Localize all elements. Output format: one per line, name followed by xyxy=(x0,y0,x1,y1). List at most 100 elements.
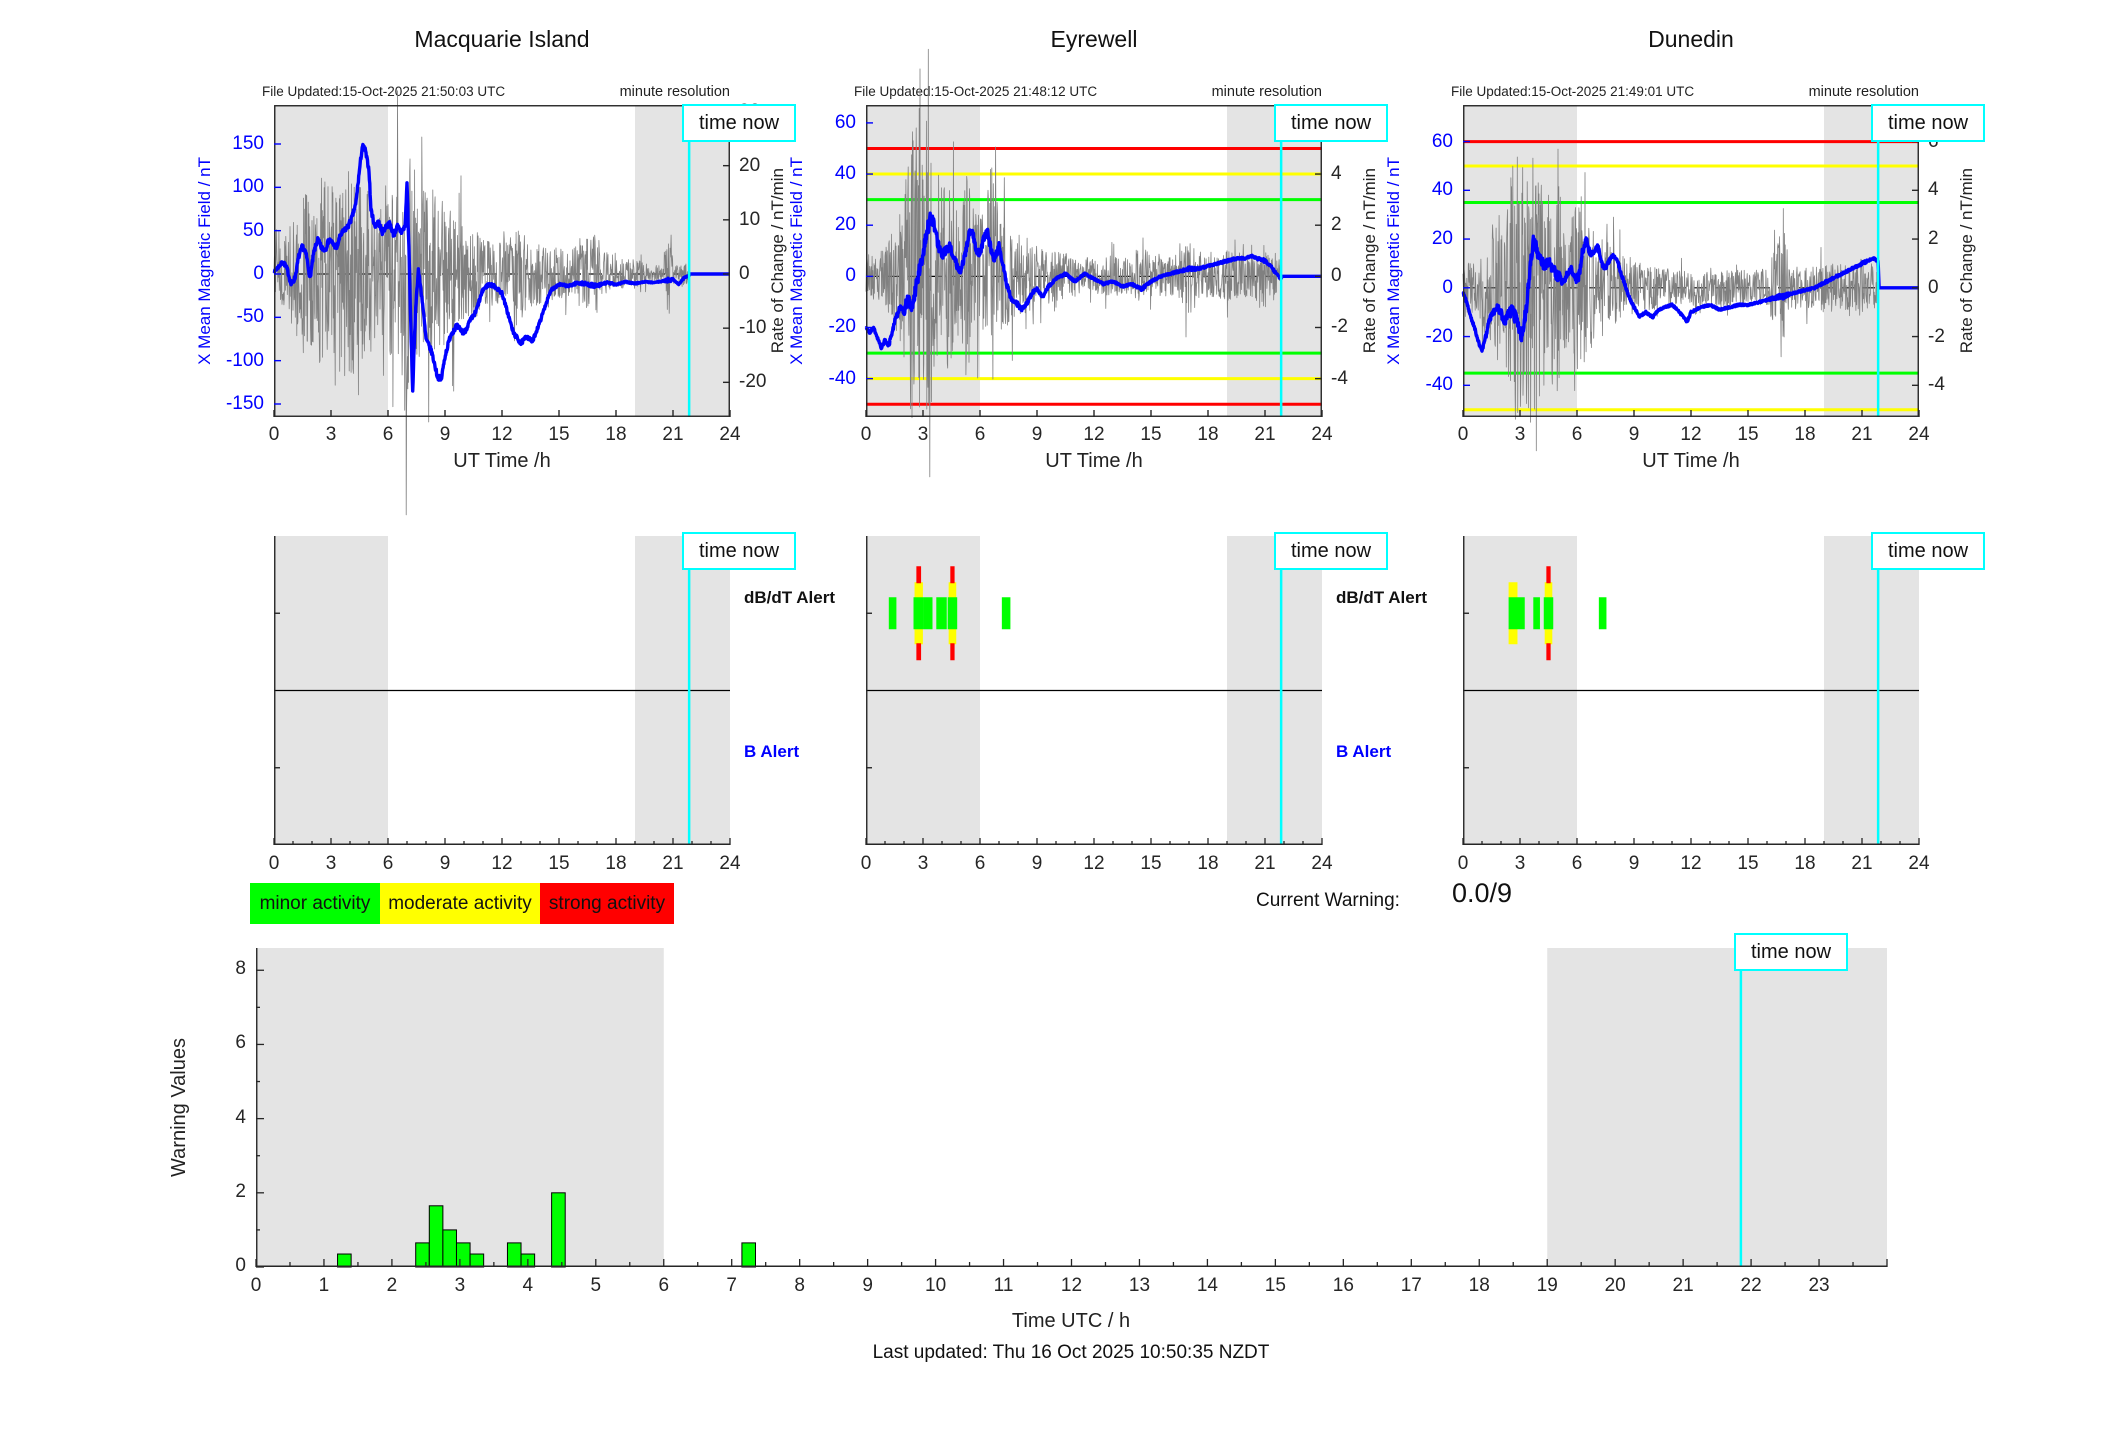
tick-label: 9 xyxy=(439,853,451,874)
time-now-flag: time now xyxy=(1734,933,1848,971)
tick-label: 18 xyxy=(1468,1275,1490,1296)
tick-label: 4 xyxy=(235,1106,246,1128)
tick-label: 15 xyxy=(1737,853,1759,874)
tick-label: 150 xyxy=(232,133,264,154)
tick-label: 0 xyxy=(253,263,264,284)
alert-panel-eyrewell xyxy=(865,536,1323,845)
tick-label: -10 xyxy=(739,317,767,339)
tick-label: 3 xyxy=(917,853,929,874)
tick-label: 24 xyxy=(719,853,741,874)
tick-label: 3 xyxy=(325,424,337,445)
tick-label: 9 xyxy=(439,424,451,445)
tick-label: 24 xyxy=(1311,853,1333,874)
tick-label: -4 xyxy=(1928,374,1945,396)
tick-label: 4 xyxy=(1928,179,1939,201)
warning-values-axis-label-text: Warning Values xyxy=(168,1038,190,1177)
minute-resolution-label: minute resolution xyxy=(619,84,730,100)
tick-label: 0 xyxy=(1928,276,1939,298)
tick-label: 5 xyxy=(590,1275,602,1296)
tick-label: 0 xyxy=(235,1255,246,1276)
warning-values-chart xyxy=(255,948,1888,1268)
y-axis-label-right-text: Rate of Change / nT/min xyxy=(1360,168,1379,354)
time-now-flag: time now xyxy=(1274,532,1388,570)
tick-label: 1 xyxy=(318,1275,330,1296)
tick-label: -50 xyxy=(236,306,264,328)
time-now-flag: time now xyxy=(1274,104,1388,142)
time-now-flag: time now xyxy=(682,104,796,142)
tick-label: 0 xyxy=(1442,276,1453,298)
tick-label: -2 xyxy=(1331,316,1348,338)
time-now-flag: time now xyxy=(1871,104,1985,142)
tick-label: 0 xyxy=(1457,853,1469,874)
tick-label: 50 xyxy=(242,219,264,241)
tick-label: 10 xyxy=(925,1275,947,1296)
tick-label: 60 xyxy=(1431,130,1453,152)
db-dt-alert-label: dB/dT Alert xyxy=(744,588,835,607)
tick-label: -4 xyxy=(1331,367,1348,389)
tick-label: 3 xyxy=(917,424,929,445)
minute-resolution-label: minute resolution xyxy=(1808,84,1919,100)
tick-label: 8 xyxy=(794,1275,805,1296)
time-utc-axis-label: Time UTC / h xyxy=(1011,1310,1131,1332)
file-updated-macquarie: File Updated:15-Oct-2025 21:50:03 UTC xyxy=(262,84,506,99)
tick-label: 15 xyxy=(548,853,570,874)
tick-label: 6 xyxy=(658,1275,670,1296)
tick-label: 0 xyxy=(268,853,280,874)
y-axis-label-right: Rate of Change / nT/min xyxy=(768,105,788,417)
tick-label: 40 xyxy=(1431,179,1453,201)
tick-label: 21 xyxy=(1254,424,1276,445)
tick-label: 6 xyxy=(1571,853,1583,874)
tick-label: 4 xyxy=(522,1275,534,1296)
tick-label: 9 xyxy=(1031,424,1043,445)
tick-label: 9 xyxy=(1031,853,1043,874)
tick-label: 20 xyxy=(1431,228,1453,250)
tick-label: 6 xyxy=(974,853,986,874)
tick-label: 20 xyxy=(1604,1275,1626,1296)
tick-label: 6 xyxy=(382,853,394,874)
tick-label: 0 xyxy=(739,263,750,284)
file-updated-dunedin: File Updated:15-Oct-2025 21:49:01 UTC xyxy=(1451,84,1695,99)
tick-label: 9 xyxy=(862,1275,873,1296)
magnetometer-plot-dunedin xyxy=(1461,105,1921,452)
tick-label: -20 xyxy=(1425,325,1453,347)
tick-label: 9 xyxy=(1628,424,1640,445)
tick-label: -40 xyxy=(828,367,856,389)
time-now-flag: time now xyxy=(682,532,796,570)
tick-label: 3 xyxy=(1514,424,1526,445)
tick-label: 12 xyxy=(1083,853,1105,874)
tick-label: -150 xyxy=(225,393,264,414)
b-alert-label: B Alert xyxy=(1336,742,1392,761)
y-axis-label-right: Rate of Change / nT/min xyxy=(1360,105,1380,417)
tick-label: 24 xyxy=(1311,424,1333,445)
tick-label: 21 xyxy=(1672,1275,1694,1296)
tick-label: 17 xyxy=(1400,1275,1422,1296)
tick-label: 2 xyxy=(235,1180,246,1202)
tick-label: 21 xyxy=(662,424,684,445)
tick-label: 60 xyxy=(834,111,856,133)
alert-panel-dunedin xyxy=(1462,536,1920,845)
legend-minor-activity: minor activity xyxy=(250,883,380,924)
time-now-flag: time now xyxy=(1871,532,1985,570)
tick-label: 24 xyxy=(1908,424,1930,445)
tick-label: 12 xyxy=(1060,1275,1083,1296)
tick-label: -100 xyxy=(225,349,264,371)
tick-label: 0 xyxy=(845,265,856,287)
station-title-macquarie: Macquarie Island xyxy=(414,26,590,52)
tick-label: -20 xyxy=(739,371,767,393)
current-warning-label: Current Warning: xyxy=(1256,890,1400,911)
y-axis-label-right: Rate of Change / nT/min xyxy=(1957,105,1977,417)
tick-label: 18 xyxy=(605,424,627,445)
tick-label: 9 xyxy=(1628,853,1640,874)
x-axis-label: UT Time /h xyxy=(1642,450,1740,472)
tick-label: 3 xyxy=(1514,853,1526,874)
tick-label: 6 xyxy=(382,424,394,445)
tick-label: 23 xyxy=(1808,1275,1830,1296)
tick-label: 21 xyxy=(662,853,684,874)
tick-label: 20 xyxy=(834,214,856,236)
tick-label: 18 xyxy=(605,853,627,874)
tick-label: 0 xyxy=(860,853,872,874)
tick-label: 24 xyxy=(1908,853,1930,874)
tick-label: 15 xyxy=(1737,424,1759,445)
tick-label: 24 xyxy=(719,424,741,445)
